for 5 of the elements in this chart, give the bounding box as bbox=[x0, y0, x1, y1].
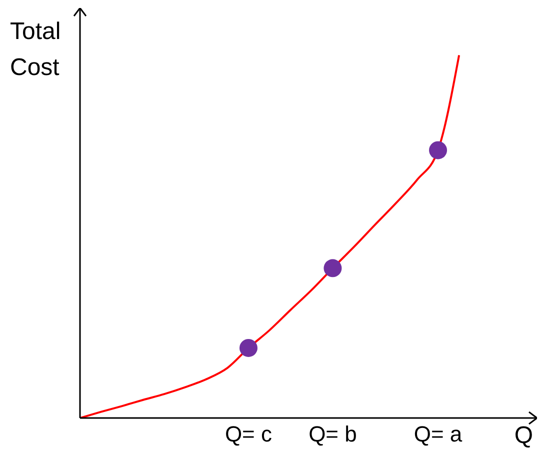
x-tick-label: Q= b bbox=[308, 422, 357, 447]
x-tick-label: Q= c bbox=[224, 422, 272, 447]
x-axis-title: Q bbox=[514, 422, 533, 450]
x-tick-label: Q= a bbox=[414, 422, 463, 447]
y-axis-title: Total Cost bbox=[10, 17, 62, 83]
